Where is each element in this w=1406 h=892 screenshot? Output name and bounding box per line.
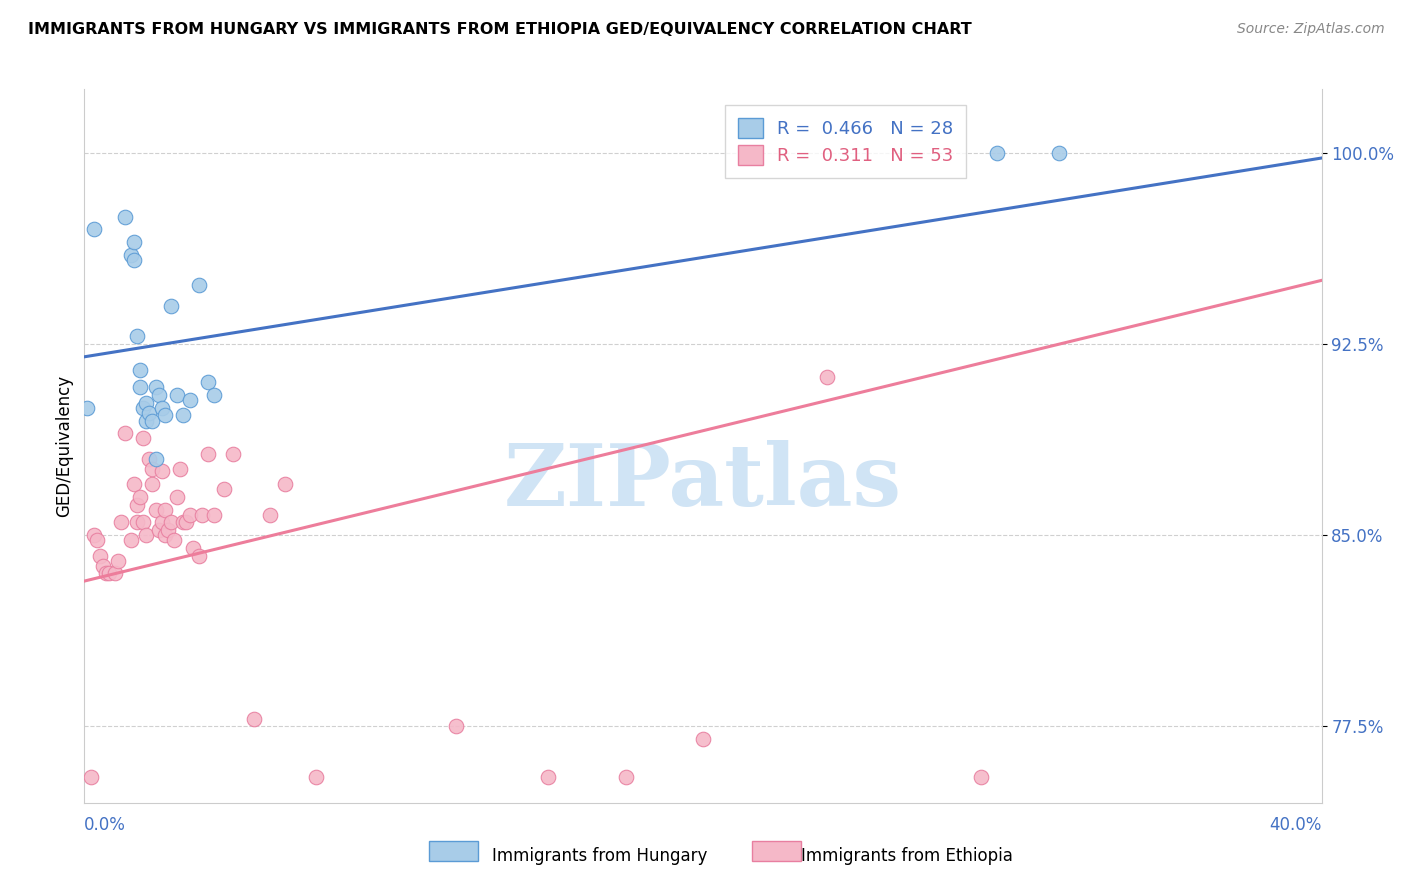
Point [110, 516, 132, 530]
Text: ZIPatlas: ZIPatlas [503, 440, 903, 524]
Point [970, 770, 993, 784]
Point [145, 380, 167, 394]
Point [83, 528, 105, 542]
Point [222, 447, 245, 461]
Point [1047, 145, 1070, 160]
Legend: R =  0.466   N = 28, R =  0.311   N = 53: R = 0.466 N = 28, R = 0.311 N = 53 [725, 105, 966, 178]
Point [122, 252, 145, 267]
Point [120, 533, 142, 548]
Point [153, 528, 176, 542]
Point [141, 477, 163, 491]
Point [94, 566, 117, 581]
Point [692, 732, 714, 747]
Point [135, 395, 157, 409]
Point [274, 477, 297, 491]
Point [187, 278, 209, 293]
Point [243, 712, 266, 726]
Point [202, 508, 225, 522]
Point [141, 462, 163, 476]
Point [444, 719, 467, 733]
Point [132, 516, 155, 530]
Point [614, 770, 637, 784]
Point [120, 248, 142, 262]
Text: 40.0%: 40.0% [1270, 815, 1322, 833]
Point [138, 451, 160, 466]
Point [89, 549, 111, 563]
Point [153, 409, 176, 423]
Point [98, 566, 121, 581]
Point [125, 498, 148, 512]
Point [135, 528, 157, 542]
Point [212, 483, 235, 497]
Point [187, 549, 209, 563]
Point [132, 401, 155, 415]
Point [132, 431, 155, 445]
Point [83, 222, 105, 236]
Point [129, 380, 152, 394]
Text: 0.0%: 0.0% [84, 815, 127, 833]
Point [114, 426, 136, 441]
Point [156, 523, 179, 537]
Text: Immigrants from Hungary: Immigrants from Hungary [492, 847, 707, 865]
Point [104, 566, 127, 581]
Point [125, 329, 148, 343]
Point [537, 770, 560, 784]
Point [153, 502, 176, 516]
Point [107, 554, 129, 568]
Point [141, 413, 163, 427]
Point [114, 210, 136, 224]
Point [202, 388, 225, 402]
Point [259, 508, 281, 522]
Point [179, 393, 201, 408]
Point [197, 376, 219, 390]
Point [150, 465, 173, 479]
Point [138, 406, 160, 420]
Point [135, 413, 157, 427]
Point [145, 451, 167, 466]
Point [166, 490, 188, 504]
Point [86, 533, 108, 548]
Point [76, 401, 98, 415]
Point [166, 388, 188, 402]
Point [181, 541, 204, 555]
Point [145, 502, 167, 516]
Point [305, 770, 328, 784]
Point [191, 508, 214, 522]
Point [122, 477, 145, 491]
Text: Immigrants from Ethiopia: Immigrants from Ethiopia [801, 847, 1014, 865]
Point [160, 299, 183, 313]
Point [172, 516, 194, 530]
Text: IMMIGRANTS FROM HUNGARY VS IMMIGRANTS FROM ETHIOPIA GED/EQUIVALENCY CORRELATION : IMMIGRANTS FROM HUNGARY VS IMMIGRANTS FR… [28, 22, 972, 37]
Point [148, 523, 170, 537]
Point [986, 145, 1008, 160]
Point [815, 370, 838, 384]
Point [79, 770, 101, 784]
Point [148, 388, 170, 402]
Point [163, 533, 186, 548]
Point [122, 235, 145, 249]
Point [160, 516, 183, 530]
Point [169, 462, 191, 476]
Point [172, 409, 194, 423]
Point [176, 516, 198, 530]
Point [129, 362, 152, 376]
Point [197, 447, 219, 461]
Text: Source: ZipAtlas.com: Source: ZipAtlas.com [1237, 22, 1385, 37]
Point [91, 558, 114, 573]
Point [129, 490, 152, 504]
Point [125, 516, 148, 530]
Point [179, 508, 201, 522]
Point [150, 516, 173, 530]
Point [150, 401, 173, 415]
Y-axis label: GED/Equivalency: GED/Equivalency [55, 375, 73, 517]
